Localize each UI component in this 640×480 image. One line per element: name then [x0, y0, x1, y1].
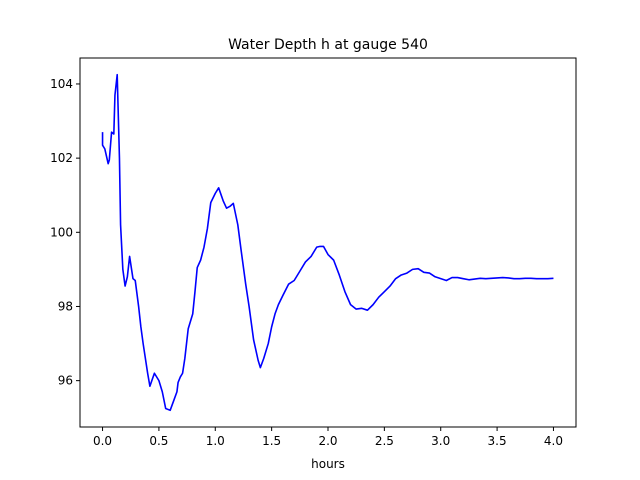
plot-area: [101, 73, 554, 412]
y-tick-label: 104: [50, 77, 73, 91]
x-axis-label: hours: [311, 457, 345, 471]
x-tick-label: 1.5: [262, 434, 281, 448]
y-tick-label: 102: [50, 151, 73, 165]
x-tick-label: 0.0: [93, 434, 112, 448]
y-tick-label: 98: [58, 299, 73, 313]
y-tick-label: 100: [50, 225, 73, 239]
x-tick-label: 2.5: [375, 434, 394, 448]
y-axis: 96 98 100 102 104: [50, 77, 80, 388]
chart-title: Water Depth h at gauge 540: [228, 37, 428, 53]
x-axis: 0.0 0.5 1.0 1.5 2.0 2.5 3.0 3.5 4.0: [93, 427, 563, 448]
x-tick-label: 2.0: [318, 434, 337, 448]
series-line-0: [101, 73, 554, 412]
x-tick-label: 1.0: [206, 434, 225, 448]
x-tick-label: 0.5: [149, 434, 168, 448]
x-tick-label: 3.0: [431, 434, 450, 448]
y-tick-label: 96: [58, 374, 73, 388]
x-tick-label: 4.0: [544, 434, 563, 448]
x-tick-label: 3.5: [488, 434, 507, 448]
